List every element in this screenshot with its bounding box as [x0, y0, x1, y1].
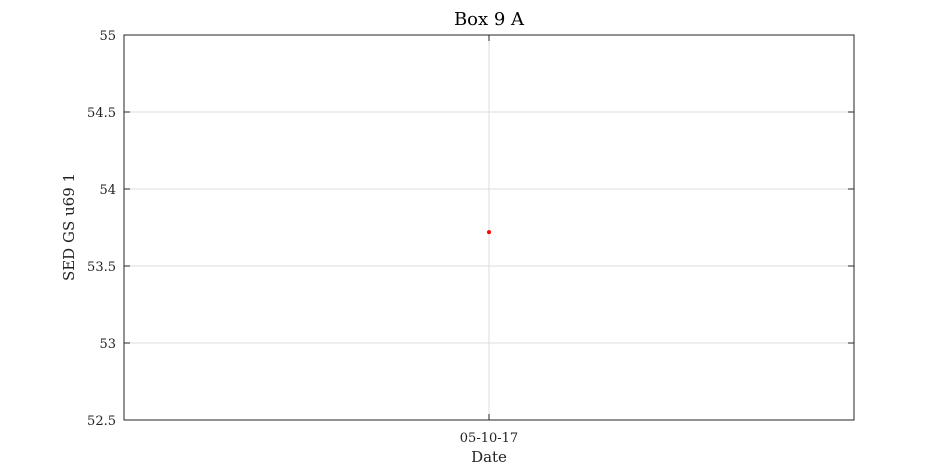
chart-title: Box 9 A	[454, 9, 525, 30]
y-tick-label: 54.5	[87, 106, 116, 121]
y-tick-label: 53	[99, 337, 116, 352]
data-point	[487, 230, 491, 235]
axis-ticks: 52.5 53 53.5 54 54.5 55 05-10-17	[87, 29, 854, 446]
y-tick-label: 52.5	[87, 414, 116, 429]
data-points	[487, 230, 491, 235]
grid	[124, 35, 854, 420]
x-tick-label: 05-10-17	[460, 431, 518, 446]
y-axis-label: SED GS u69 1	[60, 173, 78, 281]
y-tick-label: 53.5	[87, 260, 116, 275]
y-tick-label: 55	[99, 29, 116, 44]
y-tick-label: 54	[99, 183, 116, 198]
x-axis-label: Date	[471, 448, 507, 466]
